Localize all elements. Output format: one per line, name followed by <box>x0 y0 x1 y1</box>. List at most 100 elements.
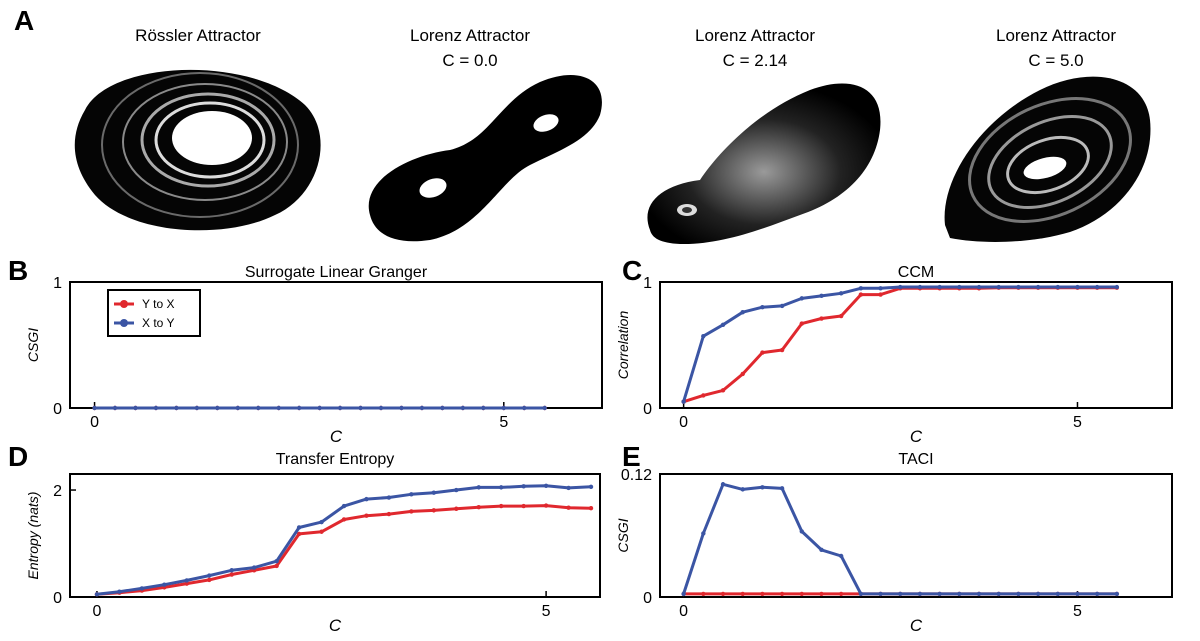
chart-b-point-x-to-y <box>419 405 425 411</box>
chart-d-point-x-to-y <box>431 490 437 495</box>
chart-c-series-y-to-x-line <box>683 286 1117 404</box>
chart-d-point-x-to-y <box>207 573 212 578</box>
chart-c-plot-area <box>659 281 1173 409</box>
attractor-title-lorenz-c214: Lorenz Attractor <box>695 26 815 45</box>
chart-e-point-x-to-y <box>819 547 824 553</box>
chart-d-point-x-to-y <box>229 568 234 573</box>
chart-d-point-x-to-y <box>588 484 594 490</box>
chart-c-xtick-label: 5 <box>1073 414 1082 431</box>
chart-d-point-y-to-x <box>364 513 369 518</box>
chart-e-point-x-to-y <box>878 591 883 597</box>
chart-e-ylabel: CSGI <box>615 518 631 552</box>
chart-b-point-x-to-y <box>481 405 486 411</box>
chart-b-point-x-to-y <box>256 405 261 411</box>
chart-c-point-x-to-y <box>917 284 923 290</box>
chart-e-point-y-to-x <box>760 591 765 597</box>
panel-letter-a: A <box>14 5 34 36</box>
chart-d-point-x-to-y <box>521 484 526 489</box>
chart-d-title: Transfer Entropy <box>276 451 395 468</box>
chart-c-point-x-to-y <box>878 286 883 291</box>
chart-b-title: Surrogate Linear Granger <box>245 264 428 281</box>
chart-d-point-y-to-x <box>588 506 594 511</box>
chart-d-xlabel: C <box>329 616 342 635</box>
chart-b-point-x-to-y <box>92 405 97 411</box>
chart-d-point-x-to-y <box>139 586 145 591</box>
chart-c-point-y-to-x <box>720 388 726 393</box>
chart-c-point-y-to-x <box>858 292 864 297</box>
chart-c-point-x-to-y <box>976 284 982 290</box>
chart-b-ytick-label: 1 <box>53 275 62 292</box>
chart-d-point-y-to-x <box>319 529 324 534</box>
chart-d-point-y-to-x <box>386 511 392 517</box>
chart-e-point-x-to-y <box>937 591 942 597</box>
attractor-title-lorenz-c5: Lorenz Attractor <box>996 26 1116 45</box>
chart-d-point-x-to-y <box>498 485 504 490</box>
chart-c-point-y-to-x <box>838 313 844 319</box>
chart-b-point-x-to-y <box>235 405 240 411</box>
attractor-title-rossler: Rössler Attractor <box>135 26 261 45</box>
lorenz-attractor-image-c0 <box>368 74 602 242</box>
chart-surrogate-linear-granger: B Surrogate Linear Granger 0 5 0 1 C CSGI Y to X… <box>8 255 603 446</box>
chart-d-point-y-to-x <box>521 503 526 509</box>
panel-letter-e: E <box>622 441 641 472</box>
chart-c-point-x-to-y <box>1035 284 1041 290</box>
lorenz-attractor-image-c214 <box>647 83 881 245</box>
chart-d-point-y-to-x <box>498 503 504 509</box>
chart-c-point-x-to-y <box>819 293 824 299</box>
chart-e-point-x-to-y <box>740 487 745 492</box>
chart-b-point-x-to-y <box>378 405 384 411</box>
chart-e-title: TACI <box>898 451 933 468</box>
chart-e-point-y-to-x <box>740 591 745 597</box>
chart-c-point-y-to-x <box>740 371 745 377</box>
chart-c-point-x-to-y <box>838 291 844 296</box>
chart-d-point-y-to-x <box>431 508 437 513</box>
chart-e-ytick-label: 0.12 <box>621 467 652 484</box>
chart-e-point-x-to-y <box>957 591 962 597</box>
chart-e-point-x-to-y <box>1016 591 1021 597</box>
chart-e-point-y-to-x <box>799 591 804 597</box>
chart-b-point-x-to-y <box>296 405 302 411</box>
chart-b-ylabel: CSGI <box>25 328 41 362</box>
chart-e-point-x-to-y <box>996 591 1001 597</box>
chart-e-point-x-to-y <box>681 591 686 597</box>
chart-c-xlabel: C <box>910 427 923 446</box>
chart-c-point-y-to-x <box>878 292 883 297</box>
chart-c-point-x-to-y <box>1055 284 1060 290</box>
chart-e-point-x-to-y <box>1114 591 1120 597</box>
chart-e-point-y-to-x <box>720 591 726 597</box>
chart-c-point-x-to-y <box>681 399 686 404</box>
chart-b-point-x-to-y <box>317 405 322 411</box>
chart-c-point-x-to-y <box>858 286 864 291</box>
chart-c-point-y-to-x <box>779 347 785 353</box>
chart-b-point-x-to-y <box>153 405 159 411</box>
chart-b-point-x-to-y <box>542 405 547 411</box>
chart-c-point-x-to-y <box>701 333 706 339</box>
chart-b-point-x-to-y <box>522 405 527 411</box>
chart-b-point-x-to-y <box>215 405 220 411</box>
lorenz-attractor-image-c5 <box>944 76 1151 242</box>
chart-c-point-x-to-y <box>957 284 962 290</box>
chart-d-point-x-to-y <box>162 582 167 587</box>
chart-e-xlabel: C <box>910 616 923 635</box>
chart-e-point-y-to-x <box>819 591 824 597</box>
chart-e-point-x-to-y <box>898 591 903 597</box>
chart-d-point-y-to-x <box>476 504 481 510</box>
chart-d-point-x-to-y <box>117 589 122 594</box>
attractor-subtitle-lorenz-c0: C = 0.0 <box>442 51 497 70</box>
chart-e-xtick-label: 0 <box>679 603 688 620</box>
chart-c-point-x-to-y <box>720 322 726 328</box>
chart-e-point-x-to-y <box>838 553 844 559</box>
chart-c-title: CCM <box>898 264 934 281</box>
chart-d-ytick-label: 0 <box>53 590 62 607</box>
chart-d-point-y-to-x <box>409 509 414 514</box>
chart-e-point-x-to-y <box>720 482 726 487</box>
rossler-attractor-image <box>74 69 321 231</box>
panel-letter-d: D <box>8 441 28 472</box>
chart-e-point-x-to-y <box>1094 591 1100 597</box>
chart-b-point-x-to-y <box>501 405 506 411</box>
chart-b-legend-label: X to Y <box>142 316 174 330</box>
chart-c-point-x-to-y <box>898 284 903 290</box>
chart-c-point-x-to-y <box>779 303 785 309</box>
chart-b-xtick-label: 5 <box>499 414 508 431</box>
